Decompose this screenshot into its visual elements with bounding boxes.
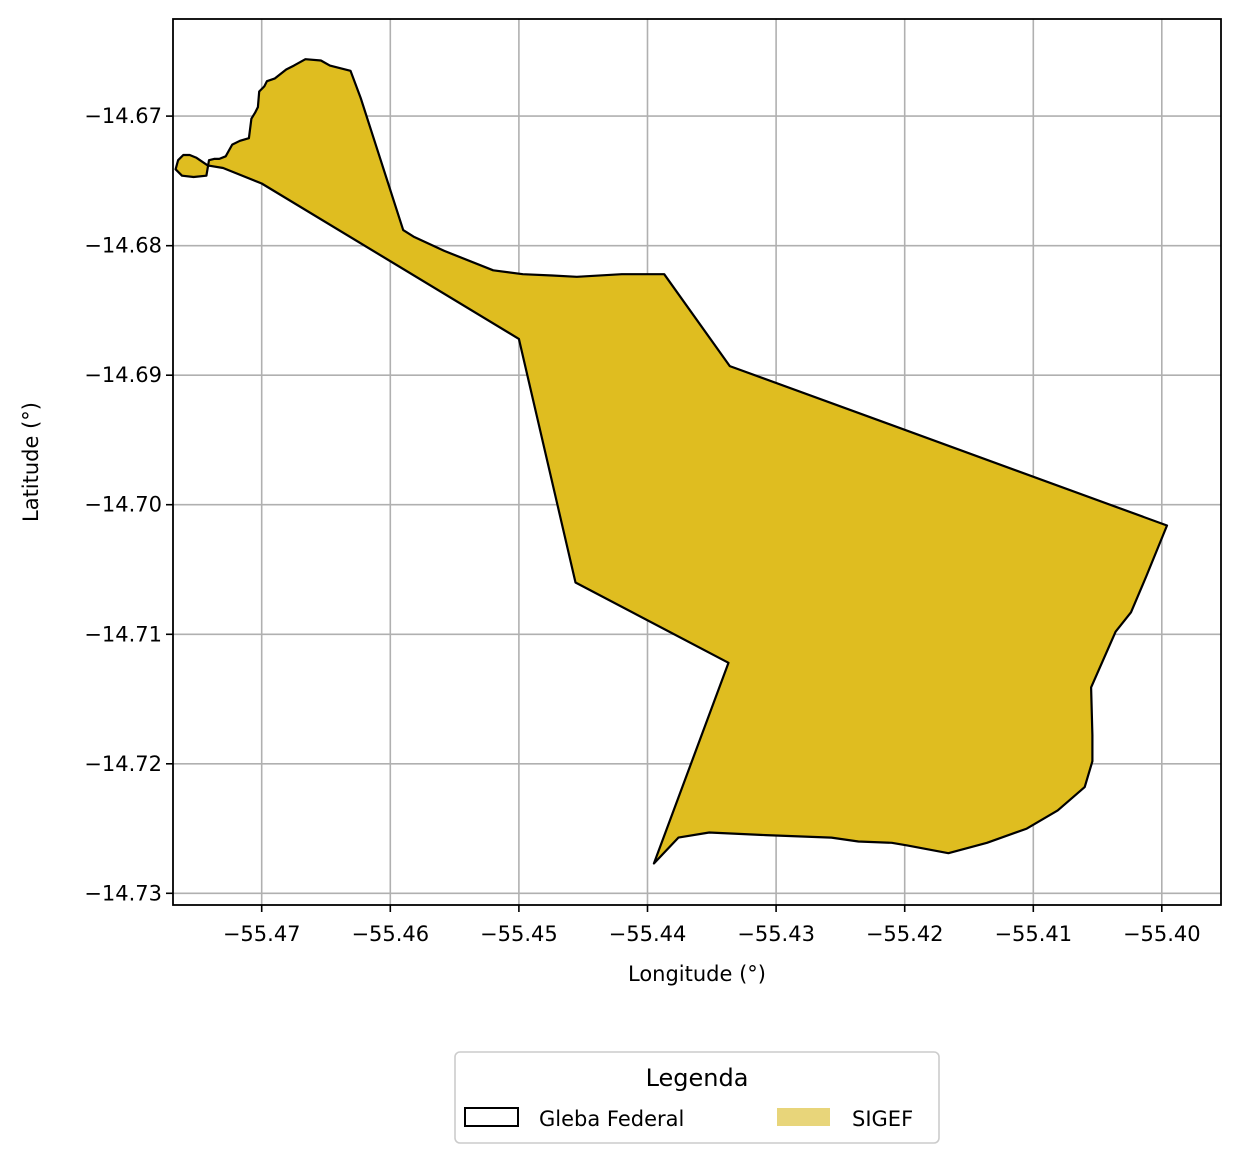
tick-marks: [166, 115, 1163, 912]
legend-title: Legenda: [646, 1064, 749, 1092]
x-tick-label: −55.44: [609, 922, 687, 946]
plot-frame: [172, 18, 1222, 906]
y-tick-label: −14.67: [84, 104, 162, 128]
x-tick-label: −55.42: [866, 922, 944, 946]
x-tick-label: −55.40: [1123, 922, 1201, 946]
gleba-federal-polygon: [174, 58, 1169, 865]
x-tick-label: −55.41: [994, 922, 1072, 946]
legend: Legenda Gleba Federal SIGEF: [454, 1051, 940, 1144]
x-tick-label: −55.43: [737, 922, 815, 946]
y-tick-label: −14.71: [84, 622, 162, 646]
y-tick-label: −14.70: [84, 493, 162, 517]
legend-swatch-gleba-federal: [464, 1107, 519, 1127]
legend-swatch-sigef: [777, 1108, 830, 1126]
y-axis-label: Latitude (°): [19, 402, 43, 522]
legend-label-gleba-federal: Gleba Federal: [539, 1107, 684, 1131]
y-tick-label: −14.72: [84, 752, 162, 776]
tick-labels: −55.47 −55.46 −55.45 −55.44 −55.43 −55.42 −55.…: [84, 104, 1200, 946]
y-tick-label: −14.73: [84, 881, 162, 905]
legend-label-sigef: SIGEF: [852, 1107, 913, 1131]
x-tick-label: −55.45: [480, 922, 558, 946]
x-tick-label: −55.46: [351, 922, 429, 946]
y-tick-label: −14.69: [84, 363, 162, 387]
x-axis-label: Longitude (°): [628, 962, 766, 986]
y-tick-label: −14.68: [84, 234, 162, 258]
x-tick-label: −55.47: [223, 922, 301, 946]
